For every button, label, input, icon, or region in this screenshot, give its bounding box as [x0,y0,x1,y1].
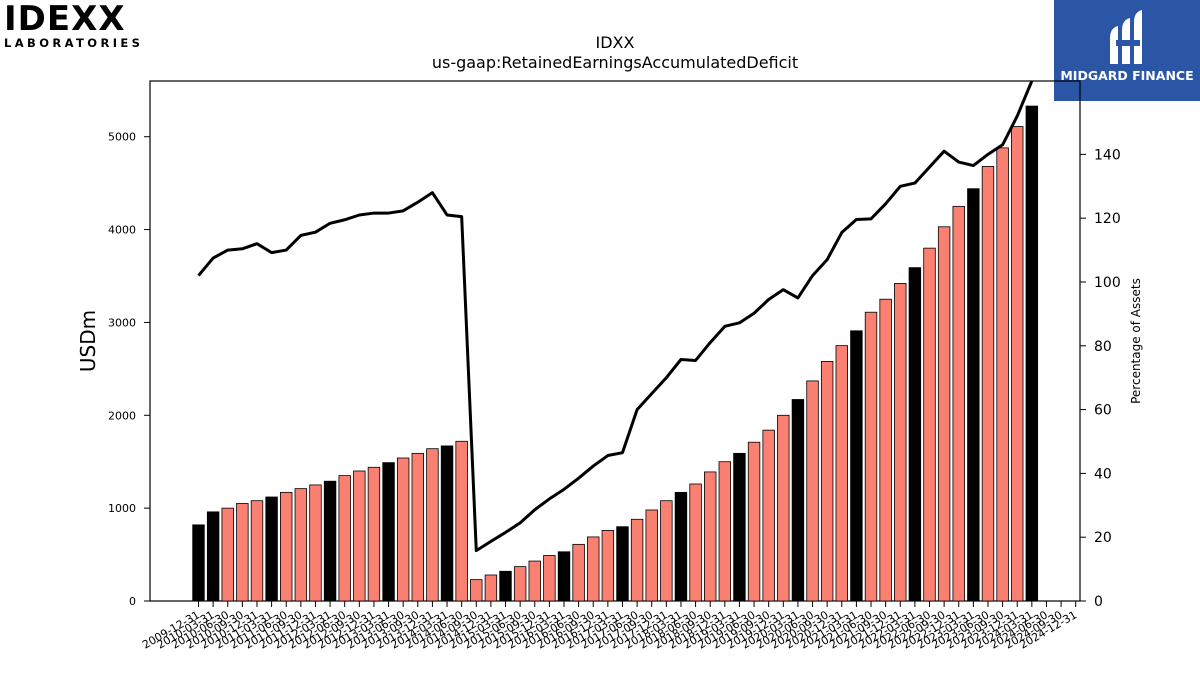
bar [908,267,922,602]
bar [543,555,556,602]
plot-frame [149,80,1081,602]
bar [937,226,951,602]
midgard-logo-name: MIDGARD FINANCE [1060,68,1194,83]
idexx-logo-wordmark: IDEXX [4,0,126,39]
y-axis-label: USDm [76,310,100,372]
left-axis: 0 1000 2000 3000 4000 5000 [108,131,150,608]
bar [440,445,454,602]
bar [1025,105,1039,602]
bar [704,471,717,602]
bar-series [192,105,1039,602]
y2-tick-label: 80 [1094,339,1112,355]
bar [689,483,702,602]
bar [426,448,439,602]
bar [367,466,381,602]
bar [616,526,629,602]
bar [967,188,980,602]
bar [718,461,732,602]
right-axis: 0 20 40 60 80 100 120 140 [1080,147,1121,610]
bar [280,491,293,602]
bar [981,166,995,602]
bar [820,361,834,602]
bar [338,475,351,602]
bar [835,345,848,602]
y-tick-label: 0 [129,595,136,608]
chart-title: IDXX [595,33,635,52]
y-tick-label: 2000 [108,409,136,422]
bar [762,429,775,602]
bar [952,205,965,602]
bar [557,551,571,602]
bar [192,524,205,602]
midgard-finance-logo: MIDGARD FINANCE [1054,0,1200,101]
bar [864,311,878,602]
bar [484,574,498,602]
bar [382,462,395,602]
y-tick-label: 1000 [108,502,136,515]
y2-tick-label: 40 [1094,466,1112,482]
x-axis: 2009-12-312010-03-312010-06-302010-09-30… [140,601,1079,652]
bar [996,147,1009,602]
bar [499,570,512,602]
bar [470,579,483,602]
bar [513,566,527,602]
bar [353,470,366,602]
bar [806,380,819,602]
y2-tick-label: 0 [1094,594,1103,610]
bar [323,480,337,602]
bar [250,500,264,602]
bar [601,530,615,602]
bar [572,543,585,602]
bar [411,452,425,602]
bar [879,298,892,602]
bar [850,330,863,602]
bar [630,518,644,602]
y-tick-label: 3000 [108,316,136,329]
bar [747,441,761,602]
bar [587,536,600,602]
midgard-logo-mark-icon [1110,10,1142,64]
percentage-line [197,80,1034,553]
y-tick-label: 4000 [108,224,136,237]
bar [733,452,746,602]
y2-tick-label: 120 [1094,211,1121,227]
bar [674,491,688,602]
y-tick-label: 5000 [108,131,136,144]
bar [294,488,308,602]
idexx-logo: IDEXX LABORATORIES [4,0,154,50]
idexx-logo-subtitle: LABORATORIES [4,36,144,50]
bar [206,511,220,602]
bar [236,503,249,602]
bar [396,457,410,602]
y2-tick-label: 60 [1094,403,1112,419]
bar [265,496,278,602]
bar [660,500,673,602]
bar [791,399,805,602]
bar [894,283,907,602]
chart-subtitle: us-gaap:RetainedEarningsAccumulatedDefic… [431,53,799,72]
bar [923,247,936,602]
bar [528,560,541,602]
y2-tick-label: 140 [1094,147,1121,163]
y2-tick-label: 20 [1094,530,1112,546]
bar [221,507,234,602]
bar [645,509,658,602]
bar [455,440,468,602]
bar [309,484,322,602]
y2-tick-label: 100 [1094,275,1121,291]
y2-axis-label: Percentage of Assets [1129,278,1143,404]
bar [1011,126,1024,602]
bar [777,414,790,602]
